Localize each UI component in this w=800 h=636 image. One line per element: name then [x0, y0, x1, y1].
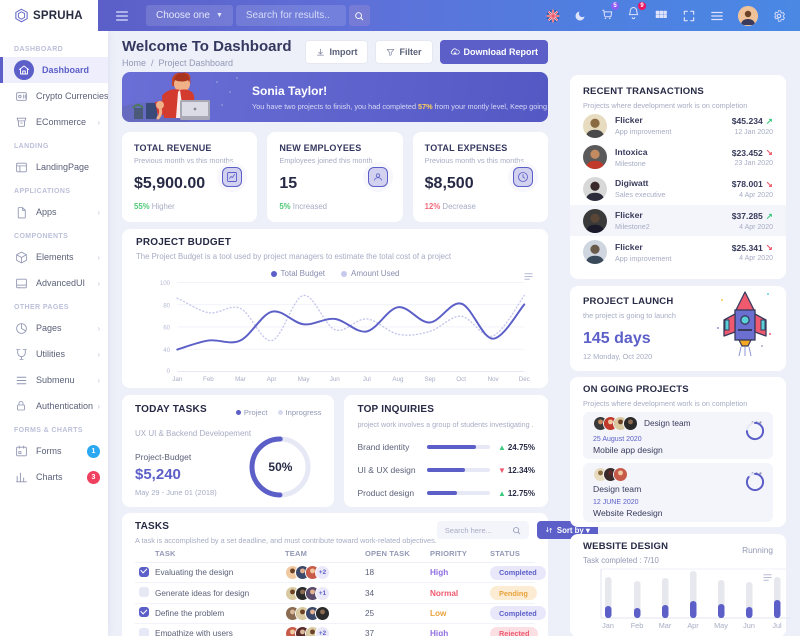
svg-text:Jul: Jul: [363, 376, 371, 383]
svg-text:Jul: Jul: [772, 621, 782, 630]
svg-text:Nov: Nov: [488, 376, 500, 383]
svg-text:40: 40: [163, 347, 170, 354]
svg-text:Apr: Apr: [267, 376, 277, 383]
svg-text:Sep: Sep: [424, 376, 436, 383]
svg-text:Aug: Aug: [392, 376, 404, 383]
svg-text:Jun: Jun: [330, 376, 341, 383]
svg-text:100: 100: [160, 280, 171, 287]
svg-text:80: 80: [163, 302, 170, 309]
svg-text:Mar: Mar: [235, 376, 246, 383]
svg-text:Jan: Jan: [602, 621, 614, 630]
svg-text:Jan: Jan: [172, 376, 183, 383]
svg-text:Feb: Feb: [203, 376, 214, 383]
svg-text:Jun: Jun: [743, 621, 755, 630]
svg-text:Mar: Mar: [659, 621, 672, 630]
svg-text:0: 0: [167, 368, 171, 375]
svg-text:May: May: [714, 621, 728, 630]
svg-text:Feb: Feb: [631, 621, 644, 630]
svg-text:Apr: Apr: [687, 621, 699, 630]
svg-text:May: May: [298, 376, 311, 383]
svg-text:Oct: Oct: [456, 376, 466, 383]
svg-text:60: 60: [163, 325, 170, 332]
svg-text:Dec: Dec: [519, 376, 530, 383]
